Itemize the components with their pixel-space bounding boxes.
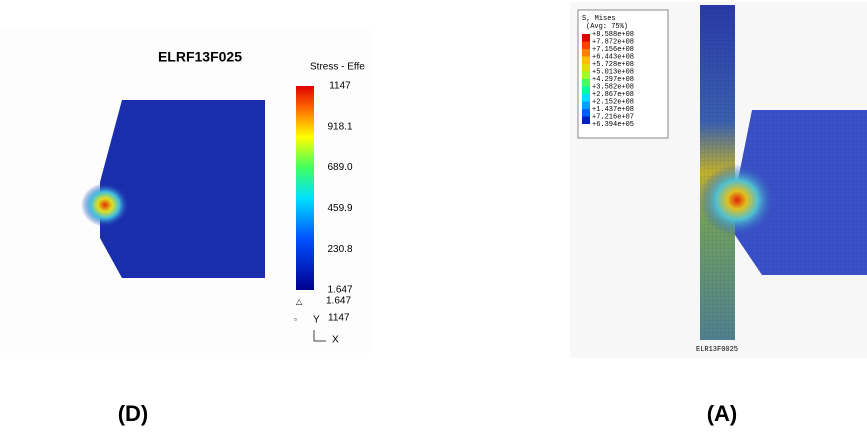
caption: (A) (707, 401, 738, 426)
legend-swatch (582, 94, 590, 102)
caption: (D) (118, 401, 149, 426)
panel-title: ELRF13F025 (158, 49, 242, 65)
legend-swatch (582, 34, 590, 42)
legend-label: +7.872e+08 (592, 38, 634, 46)
plate-grid (733, 110, 867, 275)
legend-label: 459.9 (327, 203, 352, 214)
axis-y-label: Y (313, 315, 320, 326)
legend-swatch (582, 49, 590, 57)
legend-label: +6.443e+08 (592, 53, 634, 61)
legend-title: Stress - Effe (310, 62, 365, 73)
axis-icon (313, 330, 326, 342)
stress-hotspot (81, 183, 129, 227)
legend-label: +7.156e+08 (592, 46, 634, 54)
legend-swatch (582, 86, 590, 94)
legend-swatch (582, 79, 590, 87)
max-marker: ▫ (294, 315, 297, 324)
legend-swatch (582, 116, 590, 124)
legend-box (577, 9, 669, 139)
legend-label: +6.394e+05 (592, 121, 634, 129)
legend-subtitle: (Avg: 75%) (586, 23, 628, 31)
legend-label: +2.152e+08 (592, 98, 634, 106)
legend-title: S, Mises (582, 15, 616, 23)
color-bar (296, 86, 314, 290)
min-label: 1.647 (326, 296, 351, 307)
legend-label: 230.8 (327, 244, 352, 255)
legend-label: 1.647 (327, 285, 352, 296)
legend-swatch (582, 71, 590, 79)
mesh-grid (100, 100, 265, 278)
legend-label: 1147 (329, 81, 351, 92)
model-label: ELR13F0025 (696, 346, 738, 354)
max-label: 1147 (328, 313, 350, 324)
legend-label: +3.582e+08 (592, 83, 634, 91)
legend-label: +4.297e+08 (592, 76, 634, 84)
legend-label: +5.728e+08 (592, 61, 634, 69)
legend-label: +7.216e+07 (592, 113, 634, 121)
stress-hotspot (699, 164, 775, 236)
legend-label: +2.867e+08 (592, 91, 634, 99)
legend-label: 918.1 (327, 121, 352, 132)
legend-label: +5.013e+08 (592, 68, 634, 76)
legend-label: 689.0 (327, 162, 352, 173)
legend-swatch (582, 109, 590, 117)
legend-swatch (582, 101, 590, 109)
min-marker: △ (296, 297, 303, 306)
legend-label: +1.437e+08 (592, 106, 634, 114)
legend-label: +8.588e+08 (592, 31, 634, 39)
legend-swatch (582, 56, 590, 64)
axis-x-label: X (332, 335, 339, 346)
legend-swatch (582, 41, 590, 49)
legend-swatch (582, 64, 590, 72)
